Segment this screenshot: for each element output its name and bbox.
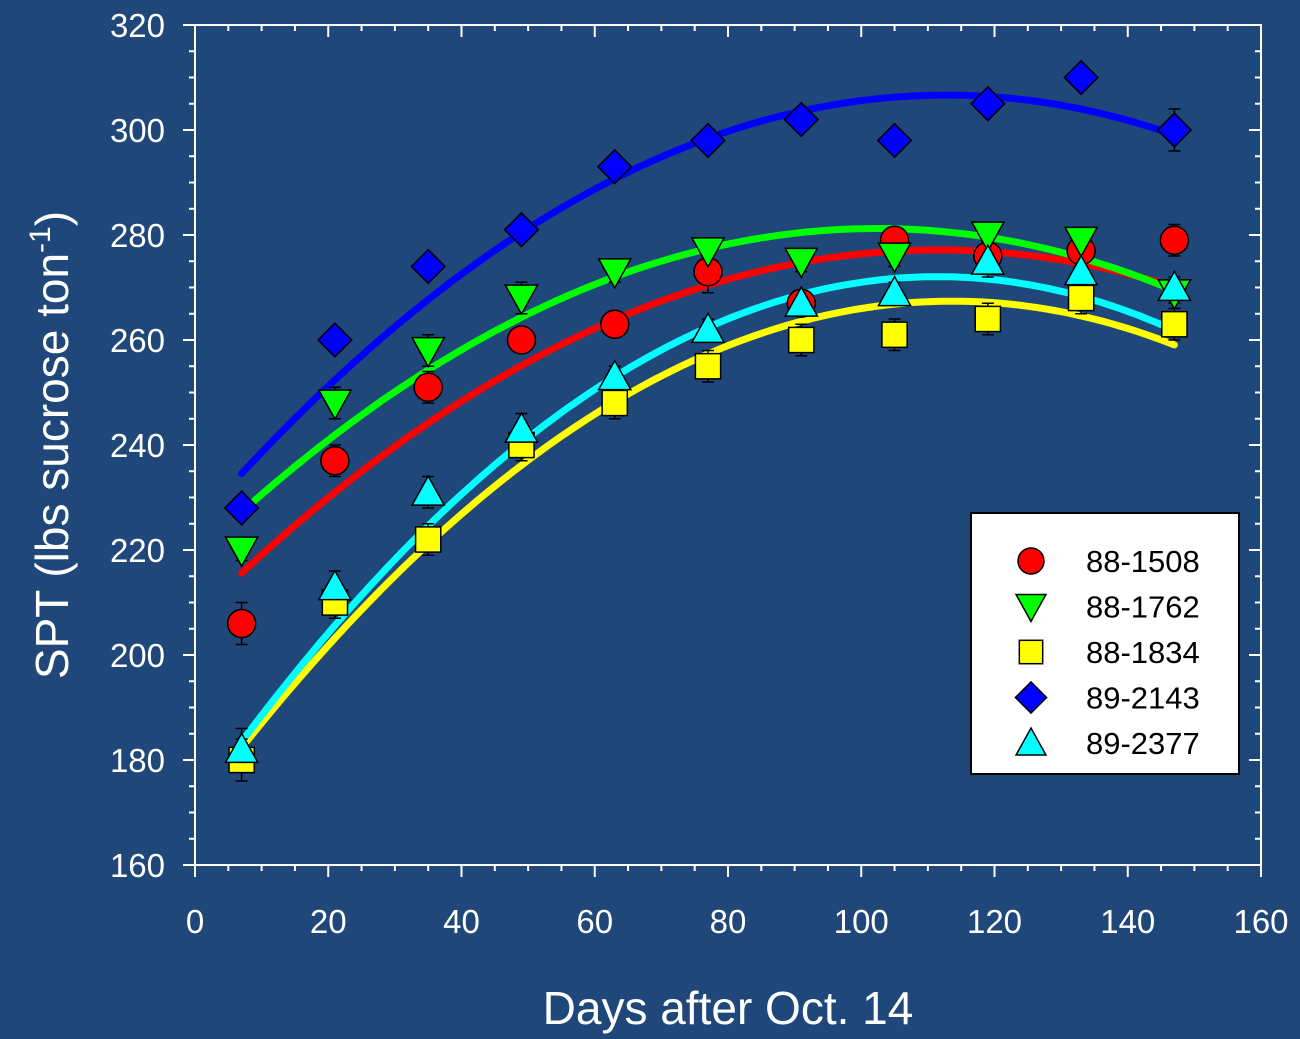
- y-axis-title: SPT (lbs sucrose ton-1): [24, 211, 78, 679]
- x-tick-label: 160: [1233, 903, 1288, 940]
- x-tick-label: 100: [834, 903, 889, 940]
- data-point-88-1762: [877, 242, 912, 274]
- data-point-89-2143: [223, 490, 260, 526]
- legend-box: [970, 512, 1240, 775]
- data-point-89-2143: [410, 248, 447, 285]
- legend-label-88-1762: 88-1762: [1086, 590, 1200, 625]
- data-point-88-1508: [599, 309, 630, 339]
- data-point-89-2377: [1157, 269, 1192, 302]
- data-point-89-2377: [1063, 254, 1099, 286]
- data-point-88-1762: [410, 336, 446, 369]
- data-point-89-2143: [1156, 112, 1193, 148]
- y-tick-label: 280: [110, 217, 165, 254]
- data-point-89-2377: [504, 411, 539, 443]
- data-point-88-1834: [414, 526, 442, 553]
- legend: 88-1508 88-1762 88-1834 89-2143 89-2377: [970, 512, 1240, 775]
- legend-label-88-1834: 88-1834: [1086, 635, 1200, 670]
- data-point-89-2377: [970, 243, 1006, 275]
- data-point-89-2143: [969, 85, 1006, 122]
- data-point-88-1762: [1063, 226, 1099, 258]
- data-point-89-2377: [597, 359, 633, 391]
- data-point-88-1834: [1067, 284, 1095, 312]
- data-point-89-2377: [224, 731, 260, 764]
- data-point-88-1834: [601, 389, 629, 417]
- x-tick-label: 140: [1100, 903, 1155, 940]
- legend-marker-89-2143: [1014, 680, 1048, 715]
- data-point-88-1762: [970, 221, 1006, 253]
- data-point-89-2143: [503, 211, 540, 248]
- data-point-88-1762: [597, 258, 633, 290]
- y-axis-title-close: ): [26, 211, 78, 226]
- x-axis-title: Days after Oct. 14: [543, 982, 914, 1034]
- x-tick-label: 20: [310, 903, 347, 940]
- legend-label-89-2377: 89-2377: [1086, 726, 1200, 761]
- data-point-89-2143: [1063, 59, 1099, 96]
- data-point-88-1834: [787, 326, 815, 354]
- axis-tick-labels: 0 20 40 60 80 100 120 140 160 160 180 200 220 240 260 2…: [110, 7, 1289, 940]
- data-point-89-2377: [410, 474, 446, 506]
- legend-marker-89-2377: [1014, 726, 1048, 756]
- y-axis-title-superscript: -1: [24, 226, 57, 253]
- data-point-88-1834: [974, 305, 1002, 333]
- axis-ticks: [183, 24, 1262, 877]
- y-tick-label: 240: [110, 427, 165, 464]
- y-tick-label: 220: [110, 532, 165, 569]
- data-point-88-1762: [224, 536, 260, 568]
- data-point-89-2377: [317, 569, 353, 601]
- x-tick-label: 40: [443, 903, 480, 940]
- x-tick-label: 120: [967, 903, 1022, 940]
- data-point-89-2377: [877, 275, 912, 307]
- data-point-89-2377: [690, 311, 726, 344]
- data-point-89-2143: [317, 322, 353, 358]
- x-tick-label: 80: [710, 903, 747, 940]
- y-tick-label: 160: [110, 847, 165, 884]
- y-tick-label: 260: [110, 322, 165, 359]
- data-point-88-1834: [1161, 310, 1188, 338]
- data-point-89-2143: [690, 122, 726, 159]
- x-tick-label: 60: [576, 903, 613, 940]
- data-point-88-1508: [320, 446, 350, 476]
- legend-label-88-1508: 88-1508: [1086, 544, 1200, 579]
- data-point-88-1508: [1159, 225, 1190, 255]
- legend-marker-88-1762: [1014, 593, 1048, 623]
- legend-marker-88-1834: [1018, 639, 1044, 665]
- y-tick-label: 180: [110, 742, 165, 779]
- y-tick-label: 300: [110, 112, 165, 149]
- data-point-88-1762: [690, 237, 726, 269]
- data-point-89-2377: [783, 285, 819, 317]
- data-point-88-1762: [783, 247, 819, 279]
- data-point-88-1762: [504, 284, 539, 316]
- data-point-88-1508: [506, 325, 537, 355]
- y-tick-label: 320: [110, 7, 165, 44]
- data-point-89-2143: [876, 122, 913, 159]
- data-point-88-1762: [317, 389, 353, 421]
- data-point-88-1508: [413, 372, 443, 402]
- legend-label-89-2143: 89-2143: [1086, 681, 1200, 716]
- data-point-89-2143: [783, 101, 820, 138]
- data-point-89-2143: [596, 148, 633, 185]
- y-tick-label: 200: [110, 637, 165, 674]
- y-axis-title-main: SPT (lbs sucrose ton: [26, 253, 78, 679]
- data-point-88-1508: [226, 608, 257, 639]
- legend-marker-88-1508: [1017, 547, 1045, 575]
- data-markers: [223, 59, 1193, 774]
- x-tick-label: 0: [186, 903, 204, 940]
- data-point-88-1834: [881, 321, 908, 349]
- data-point-88-1834: [694, 352, 722, 380]
